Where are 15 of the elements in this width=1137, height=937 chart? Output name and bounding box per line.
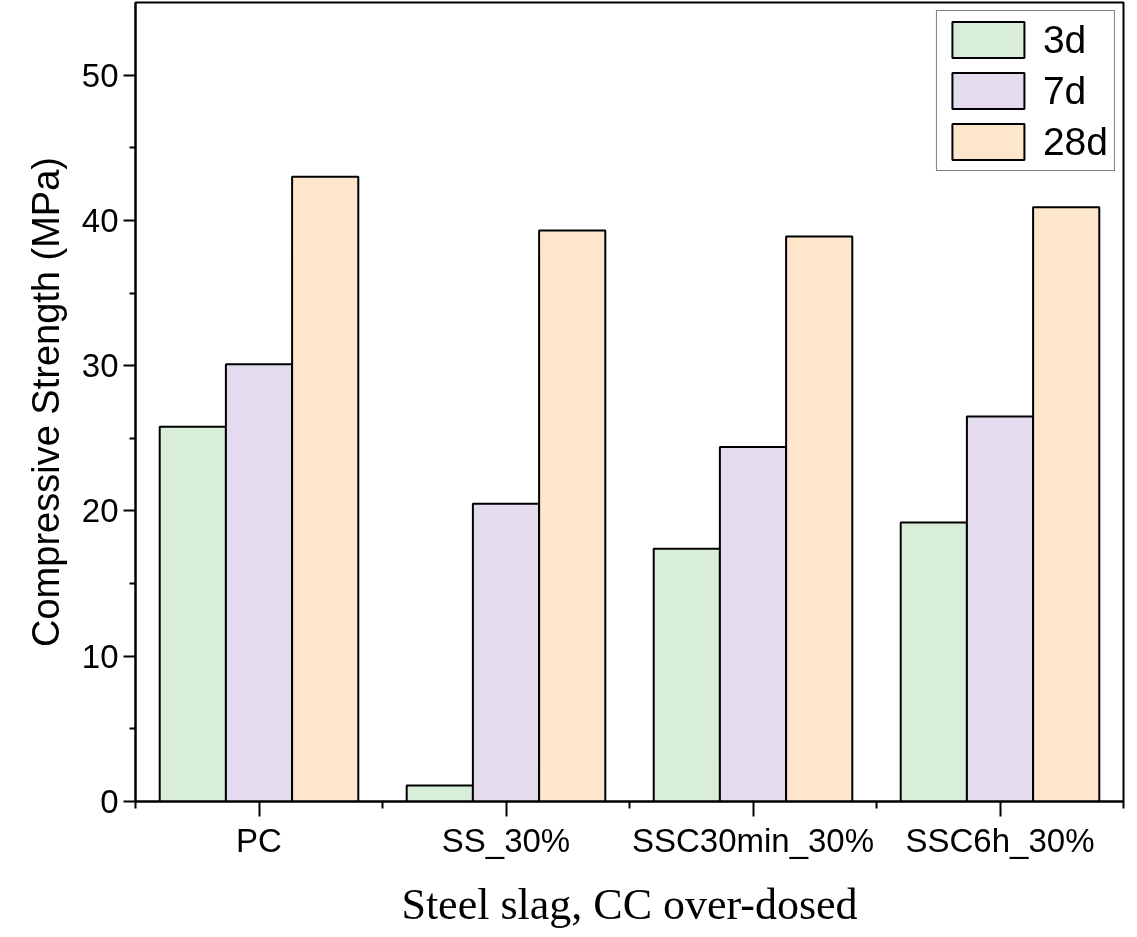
x-tick-label: PC — [236, 821, 282, 859]
legend-label: 3d — [1042, 17, 1087, 62]
y-tick-label: 20 — [81, 492, 119, 530]
y-axis-title: Compressive Strength (MPa) — [24, 157, 67, 647]
y-tick-label: 30 — [81, 347, 119, 385]
x-axis-title: Steel slag, CC over-dosed — [401, 879, 858, 929]
x-tick-label: SS_30% — [441, 821, 571, 859]
legend-label: 28d — [1042, 119, 1108, 164]
y-tick-label: 0 — [100, 783, 119, 820]
x-tick-label: SSC30min_30% — [631, 821, 875, 859]
y-tick-label: 40 — [81, 201, 119, 239]
legend-label: 7d — [1042, 68, 1087, 113]
y-tick-label: 10 — [81, 637, 119, 675]
y-tick-label: 50 — [81, 56, 119, 94]
x-tick-label: SSC6h_30% — [905, 821, 1095, 859]
